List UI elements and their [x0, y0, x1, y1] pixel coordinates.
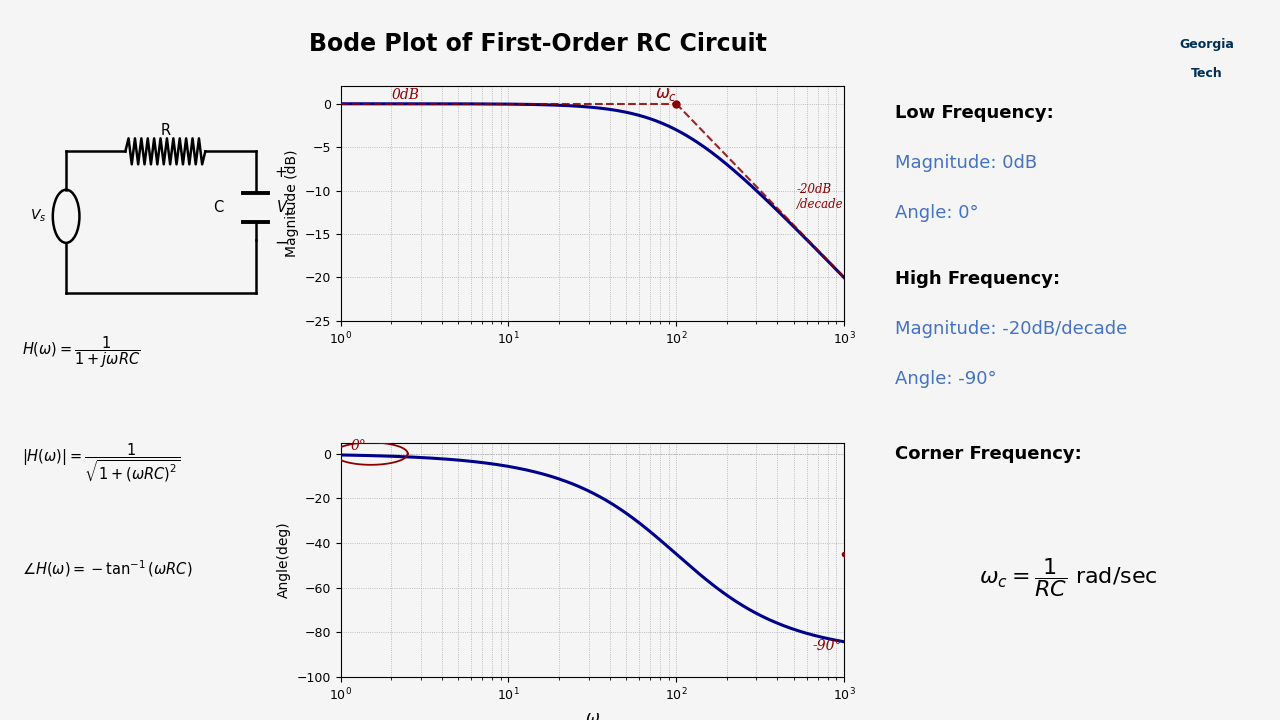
- Text: Angle: 0°: Angle: 0°: [895, 204, 979, 222]
- Text: −: −: [274, 234, 288, 252]
- Text: $|H(\omega)| = \dfrac{1}{\sqrt{1 + (\omega RC)^2}}$: $|H(\omega)| = \dfrac{1}{\sqrt{1 + (\ome…: [22, 441, 180, 482]
- Text: -20dB
/decade: -20dB /decade: [796, 183, 844, 211]
- Text: $\angle H(\omega) = -\tan^{-1}(\omega RC)$: $\angle H(\omega) = -\tan^{-1}(\omega RC…: [22, 559, 192, 580]
- Text: Angle: -90°: Angle: -90°: [895, 370, 997, 388]
- Y-axis label: Angle(deg): Angle(deg): [276, 521, 291, 598]
- Text: Georgia: Georgia: [1179, 38, 1234, 51]
- Text: $V_s$: $V_s$: [29, 208, 46, 225]
- Text: $V_o$: $V_o$: [276, 198, 294, 217]
- Text: Magnitude: -20dB/decade: Magnitude: -20dB/decade: [895, 320, 1128, 338]
- Text: 0°: 0°: [351, 439, 366, 454]
- Text: Low Frequency:: Low Frequency:: [895, 104, 1053, 122]
- Text: Corner Frequency:: Corner Frequency:: [895, 446, 1082, 464]
- Text: Bode Plot of First-Order RC Circuit: Bode Plot of First-Order RC Circuit: [308, 32, 767, 56]
- Text: +: +: [274, 164, 287, 179]
- Text: R: R: [160, 123, 170, 138]
- Text: $\omega_c$: $\omega_c$: [655, 85, 677, 103]
- X-axis label: $\omega$: $\omega$: [585, 708, 600, 720]
- Text: -90°: -90°: [813, 639, 842, 653]
- Text: $H(\omega) = \dfrac{1}{1 + j\omega RC}$: $H(\omega) = \dfrac{1}{1 + j\omega RC}$: [22, 334, 141, 370]
- Text: Tech: Tech: [1190, 67, 1222, 80]
- Y-axis label: Magnitude (dB): Magnitude (dB): [285, 150, 300, 257]
- Text: 0dB: 0dB: [392, 89, 419, 102]
- Text: Magnitude: 0dB: Magnitude: 0dB: [895, 154, 1037, 172]
- Text: High Frequency:: High Frequency:: [895, 270, 1060, 288]
- Text: C: C: [214, 200, 224, 215]
- Text: $\omega_c = \dfrac{1}{RC}\ \mathrm{rad/sec}$: $\omega_c = \dfrac{1}{RC}\ \mathrm{rad/s…: [979, 556, 1157, 599]
